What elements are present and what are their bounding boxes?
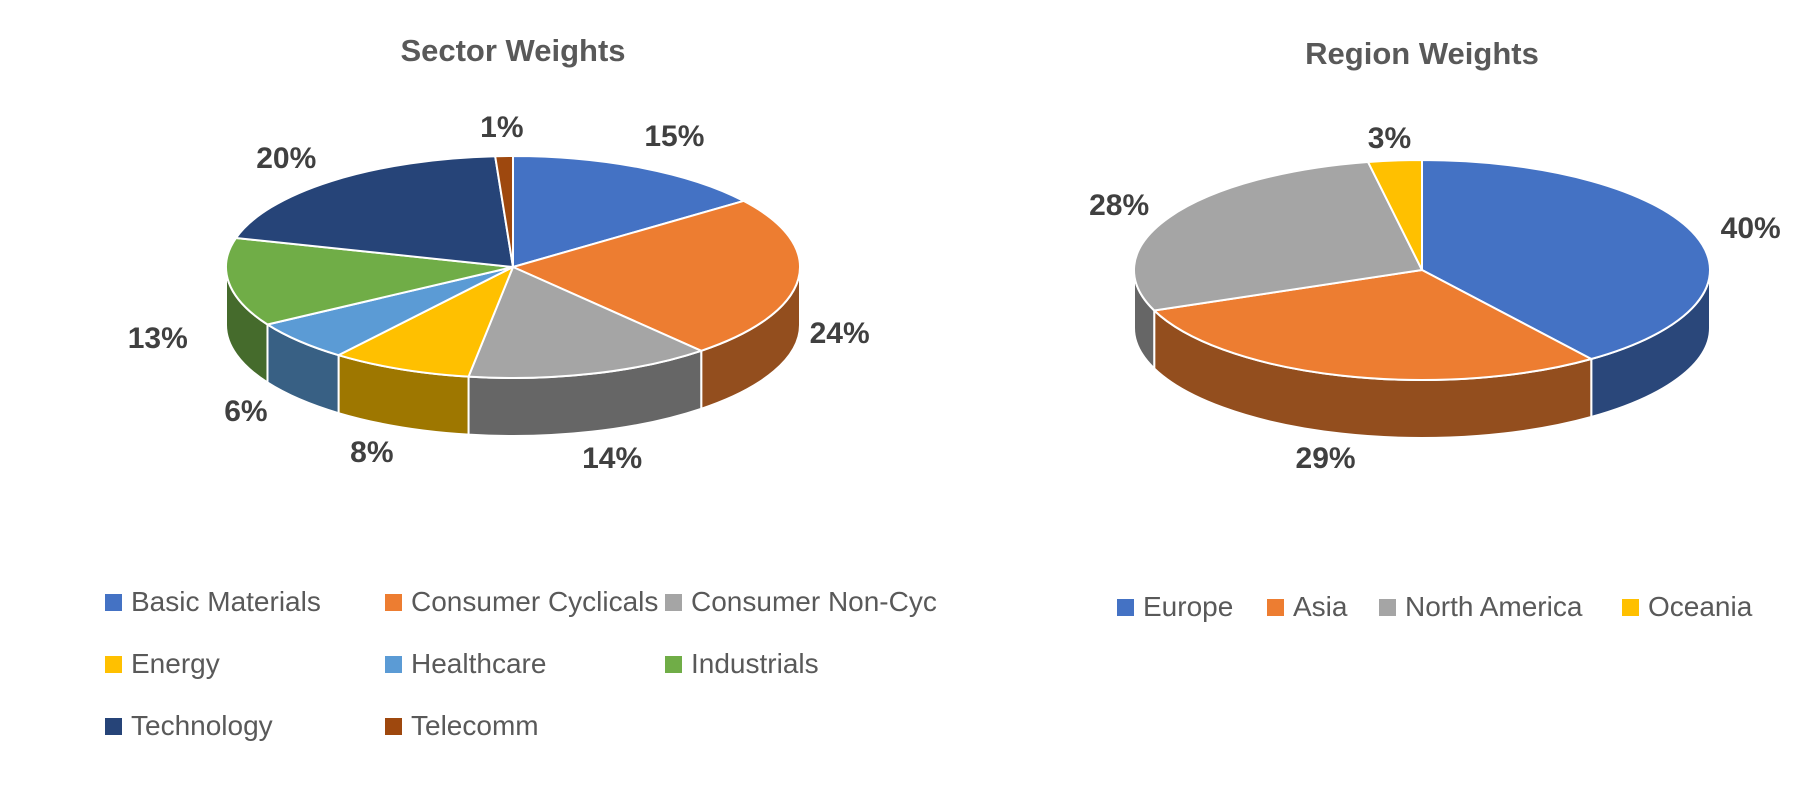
- sector-weights-chart: Sector Weights 15% 24% 14% 8% 6% 13% 20% 1% Bas…: [105, 33, 937, 742]
- region-weights-chart: Region Weights 40% 29% 28% 3% Europe Asia Nor…: [1040, 0, 1817, 812]
- data-label-telecomm: 1%: [480, 111, 524, 145]
- legend-item-asia: Asia: [1267, 591, 1347, 623]
- legend-swatch: [1379, 598, 1396, 616]
- data-label-oceania: 3%: [1367, 121, 1412, 155]
- legend-swatch: [385, 593, 402, 611]
- legend-swatch: [105, 717, 122, 735]
- legend-item-consumer-cyclicals: Consumer Cyclicals: [385, 586, 658, 618]
- legend-label: Healthcare: [411, 648, 547, 679]
- legend-swatch: [385, 717, 402, 735]
- legend-label: Telecomm: [411, 710, 539, 741]
- sector-pie: [225, 155, 801, 437]
- data-label-asia: 29%: [1295, 441, 1356, 475]
- legend-swatch: [665, 655, 682, 673]
- legend-label: Europe: [1143, 591, 1234, 622]
- pie-slice-europe: [1421, 159, 1711, 360]
- legend-swatch: [1267, 598, 1284, 616]
- legend-swatch: [105, 593, 122, 611]
- legend-label: Consumer Non-Cyc: [691, 586, 937, 617]
- legend-swatch: [105, 655, 122, 673]
- data-label-consumer-cyclicals: 24%: [809, 317, 870, 351]
- legend-item-europe: Europe: [1117, 591, 1233, 623]
- legend-label: Asia: [1293, 591, 1348, 622]
- legend-label: Technology: [131, 710, 273, 741]
- pie-slice-telecomm: [494, 155, 514, 268]
- pie-slice-energy: [337, 266, 514, 378]
- legend-swatch: [1117, 598, 1134, 616]
- legend-swatch: [385, 655, 402, 673]
- pie-slice-oceania: [1367, 159, 1423, 271]
- data-label-healthcare: 6%: [224, 394, 268, 428]
- legend-item-telecomm: Telecomm: [385, 710, 539, 742]
- region-chart-title: Region Weights: [1305, 36, 1539, 71]
- pie-slice-north-america: [1133, 160, 1423, 312]
- data-label-europe: 40%: [1720, 212, 1781, 246]
- data-label-energy: 8%: [350, 435, 394, 469]
- data-label-north-america: 28%: [1089, 189, 1150, 223]
- legend-item-energy: Energy: [105, 648, 220, 680]
- legend-item-basic-materials: Basic Materials: [105, 586, 321, 618]
- pie-slice-basic-materials: [512, 155, 745, 268]
- legend-item-technology: Technology: [105, 710, 273, 742]
- legend-label: North America: [1405, 591, 1583, 622]
- pie-slice-consumer-cyclicals: [512, 199, 801, 352]
- data-label-industrials: 13%: [127, 321, 188, 355]
- legend-swatch: [665, 593, 682, 611]
- legend-item-healthcare: Healthcare: [385, 648, 546, 680]
- legend-label: Energy: [131, 648, 220, 679]
- pie-slice-asia: [1153, 269, 1593, 381]
- data-label-consumer-non-cyc: 14%: [582, 441, 643, 475]
- legend-label: Consumer Cyclicals: [411, 586, 659, 617]
- legend-label: Basic Materials: [131, 586, 321, 617]
- region-pie: [1133, 159, 1711, 439]
- legend-item-industrials: Industrials: [665, 648, 819, 680]
- legend-label: Industrials: [691, 648, 819, 679]
- legend-item-consumer-non-cyc: Consumer Non-Cyc: [665, 586, 937, 618]
- legend-swatch: [1622, 598, 1639, 616]
- sector-chart-title: Sector Weights: [400, 33, 626, 68]
- legend-item-oceania: Oceania: [1622, 591, 1752, 623]
- pie-slice-consumer-non-cyc: [467, 266, 703, 379]
- pie-slice-technology: [234, 155, 514, 268]
- legend-label: Oceania: [1648, 591, 1753, 622]
- legend-item-north-america: North America: [1379, 591, 1582, 623]
- data-label-basic-materials: 15%: [644, 120, 705, 154]
- data-label-technology: 20%: [256, 142, 317, 176]
